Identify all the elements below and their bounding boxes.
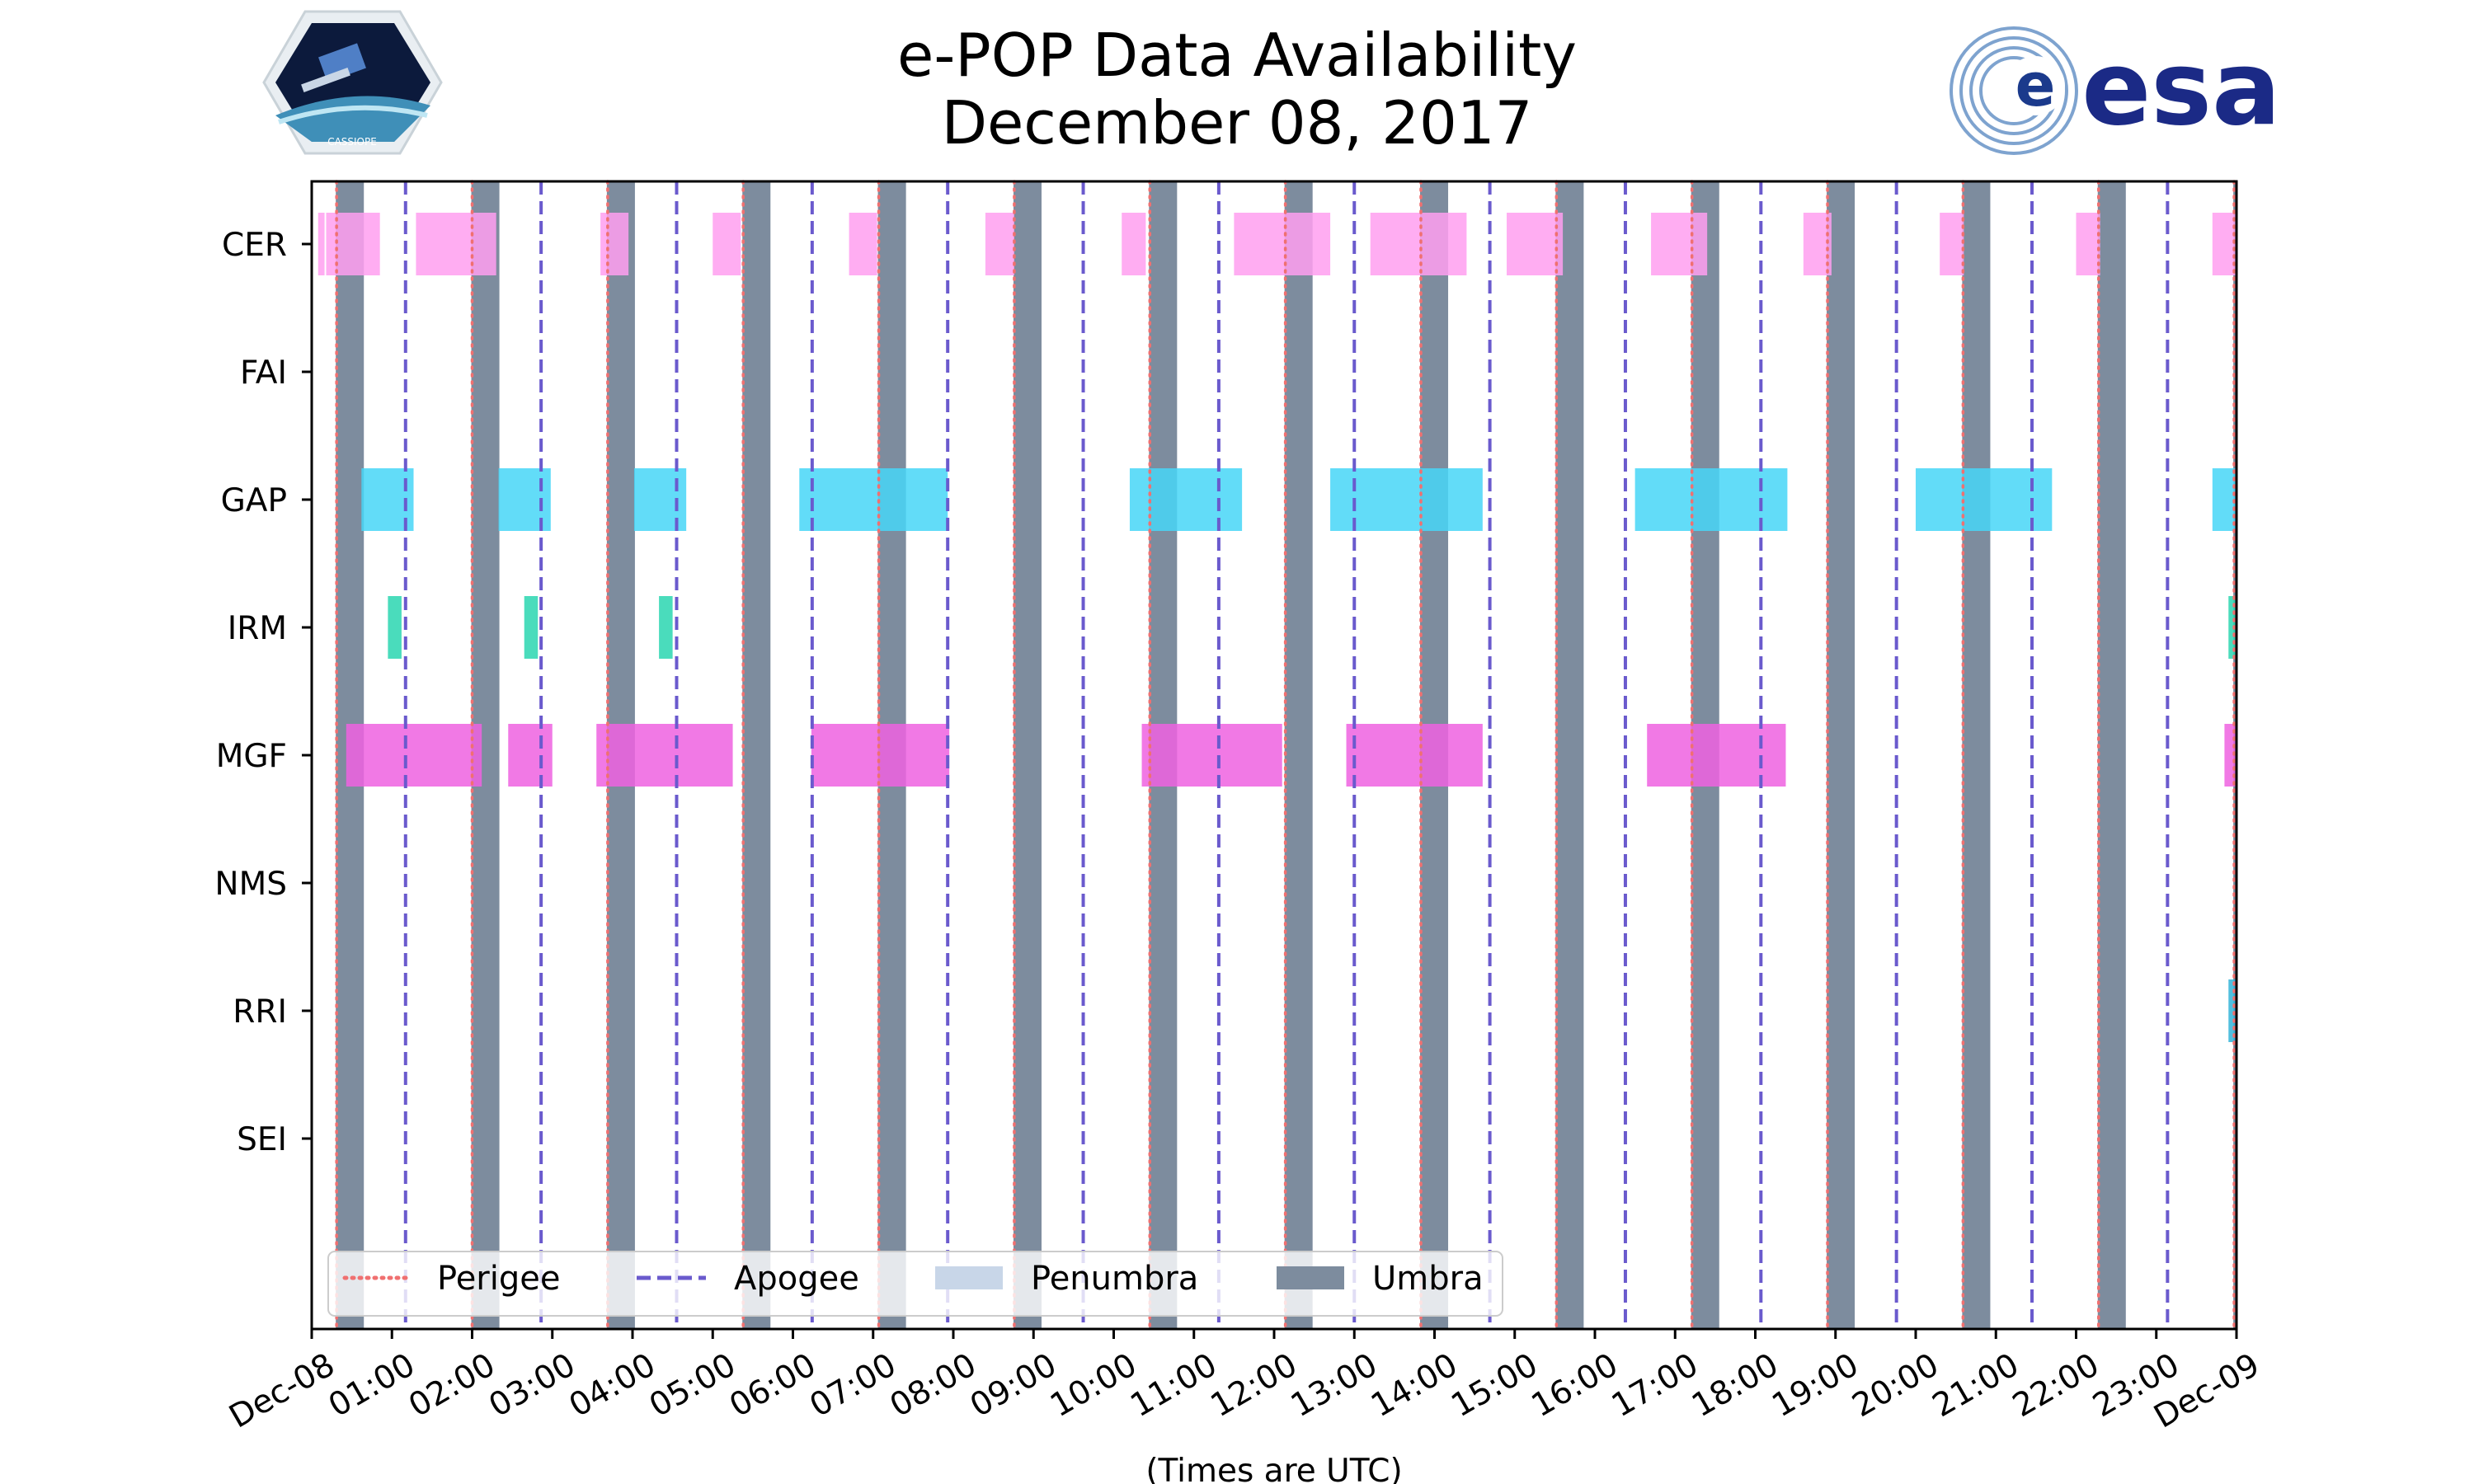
y-tick-label-fai: FAI	[240, 355, 287, 392]
umbra-band	[742, 181, 771, 1329]
x-tick-label: 08:00	[884, 1346, 983, 1425]
irm-availability-bar	[388, 596, 402, 659]
orbit-lines	[335, 180, 2236, 1331]
y-tick-label-rri: RRI	[233, 993, 287, 1031]
y-axis: CER FAI GAP IRM MGF NMS RRI SEI	[214, 227, 312, 1158]
x-tick-label: 09:00	[964, 1346, 1063, 1425]
mgf-availability-bar	[1346, 724, 1483, 787]
x-tick-label: 13:00	[1285, 1346, 1384, 1425]
esa-logo-text: esa	[2081, 30, 2281, 148]
cer-availability-bar	[713, 213, 741, 275]
legend-apogee-label: Apogee	[734, 1260, 859, 1298]
gap-availability-bar	[1916, 468, 2053, 531]
y-tick-label-sei: SEI	[237, 1121, 287, 1158]
x-tick-label: 03:00	[483, 1346, 582, 1425]
x-tick-label: 07:00	[804, 1346, 903, 1425]
x-tick-label: 12:00	[1205, 1346, 1304, 1425]
y-tick-label-irm: IRM	[228, 610, 287, 647]
cer-availability-bar	[2212, 213, 2236, 275]
cer-availability-bar	[1370, 213, 1467, 275]
availability-bars	[317, 213, 2236, 1042]
cer-availability-bar	[2076, 213, 2100, 275]
x-tick-label: 14:00	[1365, 1346, 1464, 1425]
x-tick-label: 05:00	[643, 1346, 742, 1425]
mgf-availability-bar	[1647, 724, 1786, 787]
y-tick-label-mgf: MGF	[216, 738, 287, 775]
y-tick-label-gap: GAP	[221, 482, 287, 519]
mgf-availability-bar	[811, 724, 950, 787]
svg-text:CASSIOPE: CASSIOPE	[327, 136, 377, 148]
legend-umbra-label: Umbra	[1372, 1260, 1484, 1298]
umbra-band	[1555, 181, 1584, 1329]
x-axis-label: (Times are UTC)	[1145, 1453, 1402, 1484]
legend-perigee-label: Perigee	[437, 1260, 560, 1298]
mgf-availability-bar	[346, 724, 482, 787]
legend-penumbra-label: Penumbra	[1031, 1260, 1198, 1298]
mgf-availability-bar	[596, 724, 733, 787]
mgf-availability-bar	[1141, 724, 1282, 787]
y-tick-label-cer: CER	[222, 227, 287, 264]
umbra-band	[2097, 181, 2126, 1329]
x-tick-label: 02:00	[402, 1346, 501, 1425]
gap-availability-bar	[2212, 468, 2236, 531]
rri-availability-bar	[2228, 979, 2236, 1042]
cer-availability-bar	[326, 213, 380, 275]
umbra-band	[1013, 181, 1042, 1329]
cer-availability-bar	[1651, 213, 1708, 275]
gap-availability-bar	[633, 468, 687, 531]
x-tick-label: 11:00	[1125, 1346, 1224, 1425]
irm-availability-bar	[659, 596, 673, 659]
x-axis: Dec-0801:0002:0003:0004:0005:0006:0007:0…	[223, 1329, 2266, 1436]
legend-box	[327, 1251, 1503, 1317]
legend-penumbra-swatch	[935, 1266, 1003, 1289]
cer-availability-bar	[1122, 213, 1146, 275]
x-tick-label: 19:00	[1766, 1346, 1865, 1425]
cer-availability-bar	[849, 213, 877, 275]
umbra-band	[1284, 181, 1313, 1329]
cer-availability-bar	[416, 213, 496, 275]
cer-availability-bar	[985, 213, 1014, 275]
cer-availability-bar	[600, 213, 629, 275]
x-tick-label: 01:00	[322, 1346, 421, 1425]
x-tick-label: 06:00	[723, 1346, 822, 1425]
gap-availability-bar	[1634, 468, 1788, 531]
gap-availability-bar	[498, 468, 551, 531]
cer-availability-bar	[317, 213, 325, 275]
gap-availability-bar	[799, 468, 948, 531]
x-tick-label: 16:00	[1526, 1346, 1625, 1425]
mgf-availability-bar	[508, 724, 553, 787]
x-tick-label: 15:00	[1446, 1346, 1545, 1425]
cer-availability-bar	[1507, 213, 1564, 275]
svg-text:e: e	[2015, 50, 2056, 120]
x-tick-label: 22:00	[2006, 1346, 2105, 1425]
x-tick-label: 10:00	[1044, 1346, 1143, 1425]
x-tick-label: Dec-08	[223, 1346, 341, 1436]
legend: Perigee Apogee Penumbra Umbra	[327, 1251, 1503, 1317]
cer-availability-bar	[1940, 213, 1964, 275]
x-tick-label: 04:00	[563, 1346, 662, 1425]
irm-availability-bar	[2228, 596, 2236, 659]
umbra-band	[1827, 181, 1856, 1329]
x-tick-label: 18:00	[1686, 1346, 1785, 1425]
legend-umbra-swatch	[1277, 1266, 1344, 1289]
x-tick-label: 17:00	[1606, 1346, 1705, 1425]
esa-logo: e esa	[1950, 26, 2281, 155]
irm-availability-bar	[524, 596, 539, 659]
umbra-band	[1962, 181, 1991, 1329]
x-tick-label: 21:00	[1926, 1346, 2025, 1425]
cassiope-logo: CASSIOPE	[262, 10, 443, 155]
cer-availability-bar	[1234, 213, 1331, 275]
x-tick-label: 20:00	[1846, 1346, 1945, 1425]
y-tick-label-nms: NMS	[214, 866, 287, 903]
gap-availability-bar	[1129, 468, 1243, 531]
